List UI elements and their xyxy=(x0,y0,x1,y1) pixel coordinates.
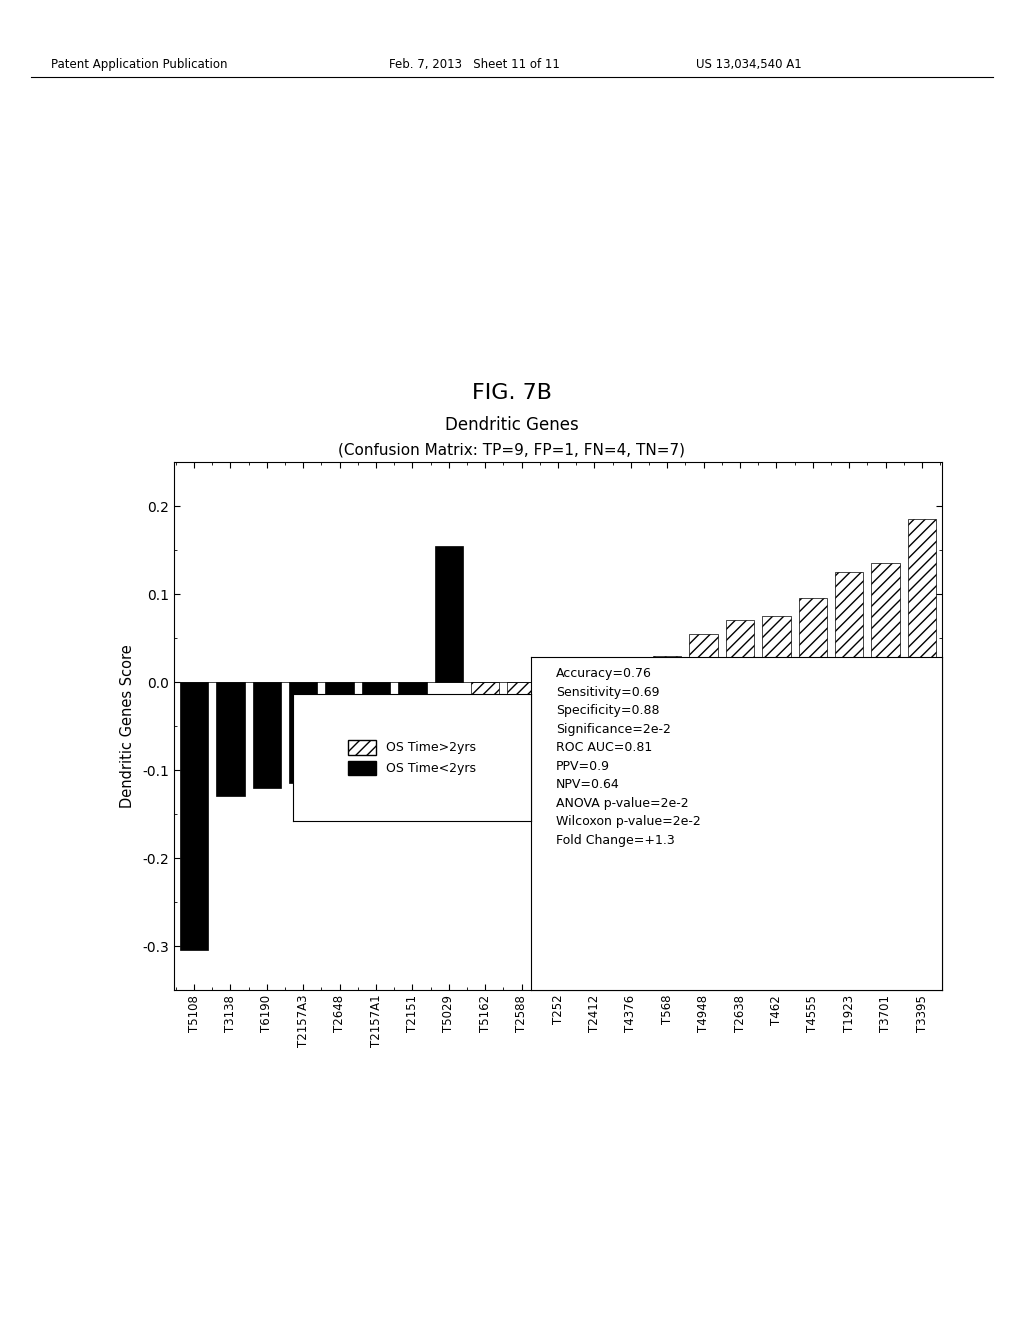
Bar xyxy=(799,598,827,682)
Bar xyxy=(398,682,427,717)
Bar xyxy=(253,682,282,788)
Bar xyxy=(653,656,681,682)
Y-axis label: Dendritic Genes Score: Dendritic Genes Score xyxy=(121,644,135,808)
Bar xyxy=(581,682,608,700)
Bar xyxy=(762,616,791,682)
Bar xyxy=(871,564,900,682)
Text: FIG. 7B: FIG. 7B xyxy=(472,383,552,403)
Bar xyxy=(216,682,245,796)
Bar xyxy=(908,519,936,682)
Text: US 13,034,540 A1: US 13,034,540 A1 xyxy=(696,58,802,71)
Bar xyxy=(508,682,536,748)
Bar xyxy=(361,682,390,762)
Bar xyxy=(471,682,500,762)
Bar xyxy=(289,682,317,783)
Text: Dendritic Genes: Dendritic Genes xyxy=(445,416,579,434)
Text: (Confusion Matrix: TP=9, FP=1, FN=4, TN=7): (Confusion Matrix: TP=9, FP=1, FN=4, TN=… xyxy=(339,442,685,457)
Bar xyxy=(835,572,863,682)
Text: Feb. 7, 2013   Sheet 11 of 11: Feb. 7, 2013 Sheet 11 of 11 xyxy=(389,58,560,71)
Bar xyxy=(726,620,755,682)
Bar xyxy=(689,634,718,682)
Bar xyxy=(326,682,354,775)
Bar xyxy=(180,682,208,950)
Text: Patent Application Publication: Patent Application Publication xyxy=(51,58,227,71)
Bar xyxy=(435,545,463,682)
Bar xyxy=(544,682,572,783)
Bar xyxy=(616,669,645,682)
